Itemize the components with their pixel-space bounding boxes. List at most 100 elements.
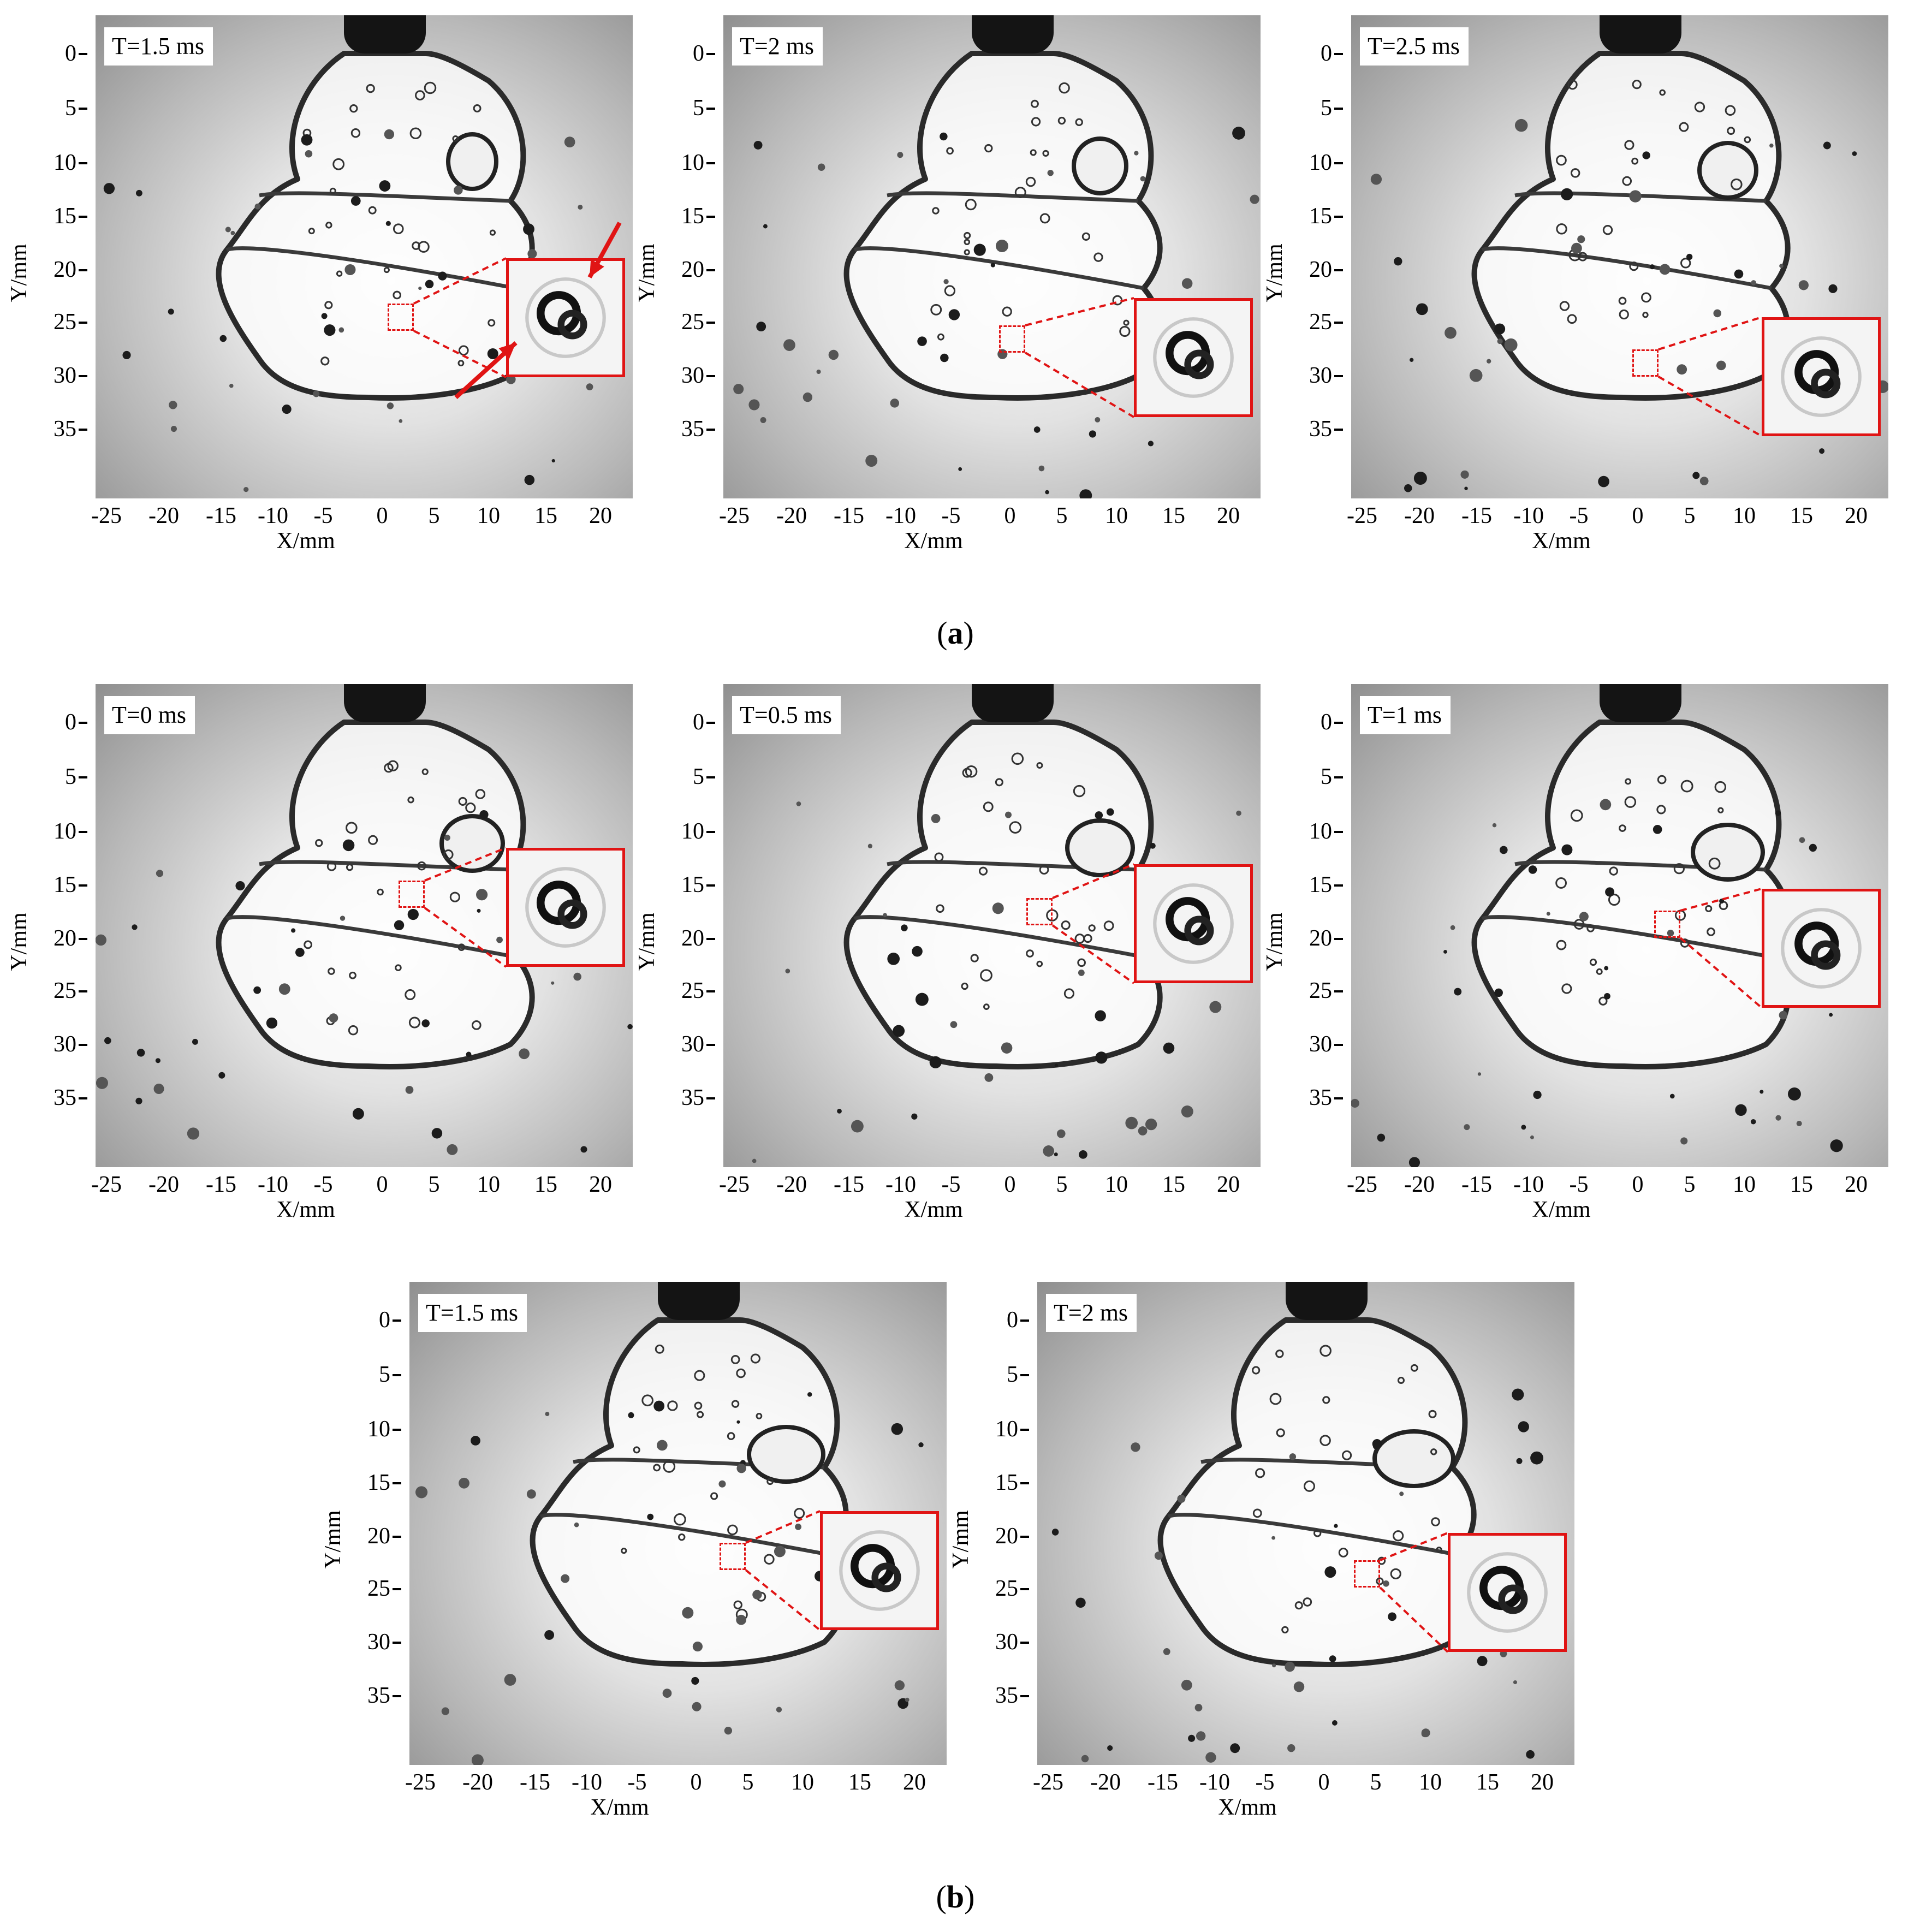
droplet — [1408, 1157, 1420, 1167]
droplet — [104, 1037, 111, 1044]
droplet — [1649, 264, 1655, 270]
bubble — [1596, 968, 1603, 975]
bubble — [733, 1600, 742, 1610]
spray-panel: Y/mm 0 5 10 15 20 25 30 35 T=2 ms -25 -20 -15 -10 -5 0 5… — [942, 1267, 1575, 1853]
droplet — [851, 1120, 864, 1133]
droplet — [1450, 925, 1455, 930]
sheet-ring-2 — [1481, 246, 1772, 290]
droplet — [544, 1630, 555, 1640]
bubble — [694, 1370, 705, 1381]
zoom-connector — [413, 330, 507, 378]
x-tick-label: 15 — [848, 1770, 871, 1795]
y-tick-label: 15 — [617, 204, 715, 228]
droplet — [1828, 284, 1838, 293]
x-tick-label: -25 — [719, 503, 750, 528]
x-tick-label: -20 — [148, 1172, 179, 1197]
x-tick-label: 0 — [690, 1770, 702, 1795]
droplet — [736, 1463, 746, 1473]
y-tick-label: 30 — [617, 364, 715, 388]
droplet — [340, 916, 346, 921]
sheet-ring-1 — [259, 191, 511, 203]
region-of-interest-box — [1632, 349, 1659, 377]
droplet — [153, 1084, 164, 1095]
bubble — [1103, 920, 1114, 931]
y-tick-label: 15 — [1245, 204, 1343, 228]
x-tick-label: -20 — [462, 1770, 493, 1795]
droplet — [1513, 1680, 1518, 1685]
droplet — [1516, 1458, 1523, 1464]
droplet — [586, 383, 593, 390]
droplet — [724, 1727, 733, 1735]
bubble — [1063, 988, 1074, 999]
x-axis-label: X/mm — [904, 528, 963, 554]
bubble — [368, 206, 377, 215]
droplet — [1530, 1135, 1534, 1139]
y-tick-label: 5 — [617, 765, 715, 789]
droplet — [526, 1489, 536, 1499]
sheet-ring-2 — [539, 1513, 830, 1557]
droplet — [1443, 950, 1447, 954]
bubble — [962, 768, 972, 778]
droplet — [627, 1024, 633, 1030]
bubble — [1642, 312, 1649, 318]
droplet — [1454, 988, 1462, 996]
droplet — [1095, 811, 1103, 819]
bubble — [405, 989, 416, 1001]
y-tick-label: 35 — [0, 417, 87, 441]
nozzle — [1600, 15, 1681, 53]
droplet — [1051, 1529, 1059, 1536]
y-tick-label: 35 — [1245, 417, 1343, 441]
zoom-connector — [1380, 1532, 1448, 1561]
x-axis-label: X/mm — [276, 528, 335, 554]
bubble — [1618, 296, 1627, 305]
droplet — [156, 870, 164, 877]
spray-panel: Y/mm 0 5 10 15 20 25 30 35 T=1.5 ms -25 -20 -15 -10 -5… — [0, 0, 633, 587]
bubble — [1252, 1366, 1261, 1375]
y-tick-label: 30 — [303, 1630, 401, 1654]
droplet — [192, 1038, 198, 1045]
x-axis-label: X/mm — [1532, 1197, 1591, 1222]
time-label: T=1 ms — [1360, 696, 1451, 734]
droplet — [1181, 278, 1193, 289]
bubble-closeup — [839, 1530, 920, 1611]
y-tick-label: 25 — [0, 310, 87, 334]
bubble — [1252, 1508, 1262, 1518]
x-tick-label: -15 — [206, 1172, 236, 1197]
x-tick-label: 20 — [903, 1770, 926, 1795]
droplet — [466, 1051, 472, 1057]
time-label: T=0.5 ms — [732, 696, 841, 734]
droplet — [1852, 151, 1857, 156]
y-tick-label: 0 — [1245, 710, 1343, 734]
droplet — [1148, 441, 1154, 447]
droplet — [1530, 1451, 1543, 1465]
droplet — [1054, 1152, 1058, 1157]
bubble — [983, 1003, 990, 1010]
bubble — [621, 1548, 627, 1554]
droplet — [561, 1574, 570, 1583]
droplet — [551, 459, 555, 463]
x-tick-label: -25 — [91, 503, 122, 528]
droplet — [828, 349, 839, 360]
x-tick-label: -25 — [405, 1770, 436, 1795]
bubble — [489, 229, 496, 236]
sheet-hole — [1691, 823, 1765, 882]
zoom-connector — [424, 907, 507, 968]
droplet — [1194, 1704, 1203, 1711]
droplet — [313, 390, 320, 397]
droplet — [1775, 1115, 1781, 1121]
spray-drawing — [1051, 1317, 1543, 1763]
droplet — [785, 968, 790, 974]
droplet — [691, 1677, 699, 1685]
bubble — [1322, 1396, 1330, 1404]
bubble — [346, 864, 354, 871]
bubble — [641, 1394, 654, 1407]
liquid-sheet — [843, 720, 1163, 1069]
bubble — [349, 104, 358, 113]
droplet — [1692, 472, 1700, 479]
bubble — [1589, 958, 1597, 966]
droplet — [1134, 151, 1139, 156]
bubble — [756, 1413, 763, 1419]
bubble — [932, 207, 940, 215]
x-tick-label: -15 — [834, 503, 864, 528]
bubble — [387, 760, 399, 772]
